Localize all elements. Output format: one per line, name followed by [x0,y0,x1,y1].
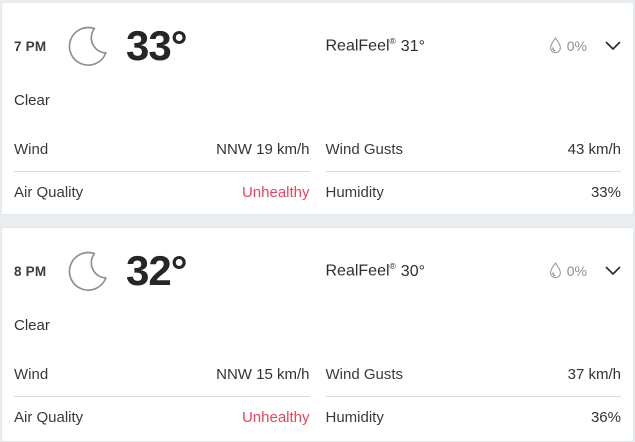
card-header: 7 PM 33° RealFeel® 31° 0% [14,13,621,79]
details-grid: Wind NNW 15 km/h Air Quality Unhealthy W… [14,354,621,439]
detail-label: Humidity [325,184,384,201]
details-right-column: Wind Gusts 37 km/h Humidity 36% [325,354,622,439]
detail-label: Wind [14,141,49,158]
realfeel-label: RealFeel [325,262,390,280]
detail-row-air-quality: Air Quality Unhealthy [14,396,310,439]
registered-mark: ® [389,36,396,47]
time-label: 7 PM [14,38,47,54]
droplet-icon [549,262,561,279]
detail-row-wind-gusts: Wind Gusts 37 km/h [326,354,622,396]
details-right-column: Wind Gusts 43 km/h Humidity 33% [325,129,622,214]
registered-mark: ® [389,261,396,272]
detail-value: 33% [590,184,621,201]
chevron-down-icon[interactable] [605,41,621,51]
hourly-card-7pm[interactable]: 7 PM 33° RealFeel® 31° 0% [1,2,634,215]
condition-text: Clear [14,92,50,109]
detail-value: 43 km/h [567,141,621,158]
detail-label: Wind [14,366,49,383]
chevron-down-icon[interactable] [605,266,621,276]
detail-value: 36% [590,409,621,426]
air-quality-status: Unhealthy [241,184,310,201]
clear-night-moon-icon [66,23,110,69]
time-label: 8 PM [14,263,47,279]
card-header-right: RealFeel® 30° 0% [326,261,622,280]
detail-label: Wind Gusts [325,366,404,383]
realfeel-value: 30° [400,262,425,280]
detail-label: Air Quality [14,409,84,426]
detail-row-humidity: Humidity 36% [325,396,621,439]
detail-row-wind-gusts: Wind Gusts 43 km/h [326,129,622,171]
air-quality-status: Unhealthy [241,409,310,426]
detail-value: 37 km/h [567,366,621,383]
card-header-left: 8 PM 32° [14,247,310,295]
detail-row-air-quality: Air Quality Unhealthy [14,171,310,214]
realfeel-label: RealFeel [325,37,390,55]
card-header-left: 7 PM 33° [14,22,310,70]
card-header: 8 PM 32° RealFeel® 30° 0% [14,238,621,304]
precip-value: 0% [566,37,587,54]
precip-value: 0% [566,262,587,279]
realfeel: RealFeel® 30° [326,261,426,280]
detail-label: Wind Gusts [325,141,404,158]
detail-value: NNW 15 km/h [216,366,310,383]
card-header-right: RealFeel® 31° 0% [326,36,622,55]
droplet-icon [549,37,561,54]
details-left-column: Wind NNW 19 km/h Air Quality Unhealthy [14,129,310,214]
details-left-column: Wind NNW 15 km/h Air Quality Unhealthy [14,354,310,439]
detail-label: Air Quality [14,184,84,201]
details-grid: Wind NNW 19 km/h Air Quality Unhealthy W… [14,129,621,214]
detail-row-wind: Wind NNW 19 km/h [14,129,310,171]
condition-text: Clear [14,317,50,334]
precipitation: 0% [548,261,587,280]
precipitation: 0% [548,36,587,55]
realfeel: RealFeel® 31° [326,36,426,55]
detail-value: NNW 19 km/h [216,141,310,158]
hourly-card-8pm[interactable]: 8 PM 32° RealFeel® 30° 0% [1,227,634,442]
detail-row-wind: Wind NNW 15 km/h [14,354,310,396]
detail-label: Humidity [325,409,384,426]
clear-night-moon-icon [66,248,110,294]
temperature: 32° [126,247,188,294]
realfeel-value: 31° [400,37,425,55]
detail-row-humidity: Humidity 33% [325,171,621,214]
temperature: 33° [126,22,188,69]
